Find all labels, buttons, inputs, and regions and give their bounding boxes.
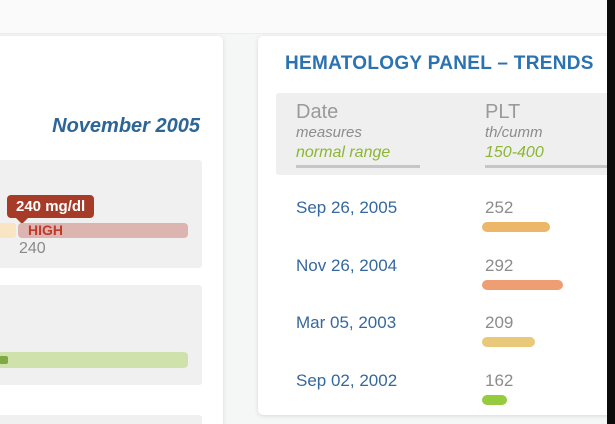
screen-edge — [607, 0, 615, 424]
column-range-label: normal range — [296, 144, 391, 161]
table-row: Sep 02, 2002 162 — [258, 371, 614, 411]
lab-results-card: November 2005 240 mg/dl HIGH 240 — [0, 36, 223, 424]
period-heading: November 2005 — [52, 115, 200, 137]
row-value: 162 — [485, 371, 514, 390]
row-date[interactable]: Nov 26, 2004 — [296, 256, 398, 275]
row-date[interactable]: Sep 26, 2005 — [296, 198, 398, 217]
badge-pointer-icon — [15, 217, 29, 224]
range-zone-high: HIGH — [18, 223, 188, 238]
row-value: 209 — [485, 313, 514, 332]
column-header-date: Date measures normal range — [296, 101, 420, 168]
hematology-trends-card: HEMATOLOGY PANEL – TRENDS Date measures … — [258, 36, 614, 415]
column-name: Date — [296, 101, 339, 123]
table-row: Sep 26, 2005 252 — [258, 198, 614, 238]
column-underline — [485, 165, 614, 168]
column-subtitle: th/cumm — [485, 124, 543, 141]
column-range-label: 150-400 — [485, 144, 544, 161]
column-name: PLT — [485, 101, 521, 123]
lab-result-block-cholesterol: 240 mg/dl HIGH 240 — [0, 160, 202, 268]
result-value-text: 240 — [19, 240, 46, 257]
result-value-badge: 240 mg/dl — [7, 195, 95, 218]
normal-range-bar — [0, 352, 188, 368]
row-value: 252 — [485, 198, 514, 217]
column-subtitle: measures — [296, 124, 362, 141]
trend-rows: Sep 26, 2005 252 Nov 26, 2004 292 Mar 05… — [258, 36, 614, 415]
range-zone-normal — [0, 223, 16, 238]
row-value-bar — [482, 280, 563, 290]
table-row: Mar 05, 2003 209 — [258, 313, 614, 353]
row-date[interactable]: Sep 02, 2002 — [296, 371, 398, 390]
row-date[interactable]: Mar 05, 2003 — [296, 313, 397, 332]
row-value-bar — [482, 395, 507, 405]
lab-result-block-normal — [0, 285, 202, 385]
normal-value-marker — [0, 356, 8, 364]
result-range-bar: HIGH — [0, 223, 202, 238]
window-top-strip — [0, 0, 615, 34]
column-header-plt: PLT th/cumm 150-400 — [485, 101, 614, 168]
trends-table-header: Date measures normal range PLT th/cumm 1… — [276, 93, 614, 175]
row-value: 292 — [485, 256, 514, 275]
column-underline — [296, 165, 420, 168]
table-row: Nov 26, 2004 292 — [258, 256, 614, 296]
panel-title: HEMATOLOGY PANEL – TRENDS — [285, 53, 594, 74]
row-value-bar — [482, 222, 550, 232]
lab-result-block-next — [0, 415, 202, 424]
row-value-bar — [482, 337, 535, 347]
